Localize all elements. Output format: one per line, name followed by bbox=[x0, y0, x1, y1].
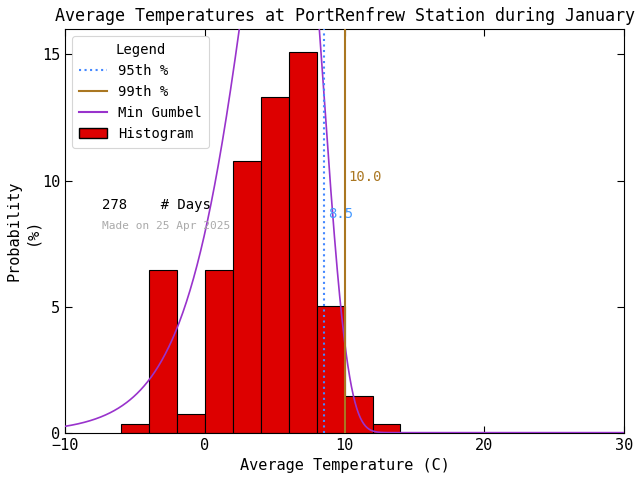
Text: 278    # Days: 278 # Days bbox=[102, 198, 211, 212]
Bar bbox=[260, 97, 289, 432]
Bar bbox=[289, 52, 317, 432]
Bar bbox=[177, 415, 205, 432]
Legend: 95th %, 99th %, Min Gumbel, Histogram: 95th %, 99th %, Min Gumbel, Histogram bbox=[72, 36, 209, 148]
Text: 10.0: 10.0 bbox=[349, 169, 382, 183]
Bar bbox=[121, 423, 149, 432]
Bar bbox=[372, 423, 401, 432]
Bar bbox=[205, 270, 233, 432]
Bar bbox=[344, 396, 372, 432]
Bar bbox=[233, 161, 260, 432]
X-axis label: Average Temperature (C): Average Temperature (C) bbox=[239, 458, 449, 473]
Text: Made on 25 Apr 2025: Made on 25 Apr 2025 bbox=[102, 221, 230, 231]
Text: 8.5: 8.5 bbox=[328, 207, 353, 221]
Bar bbox=[149, 270, 177, 432]
Bar bbox=[317, 306, 344, 432]
Y-axis label: Probability
(%): Probability (%) bbox=[7, 181, 39, 281]
Title: Average Temperatures at PortRenfrew Station during January: Average Temperatures at PortRenfrew Stat… bbox=[54, 7, 635, 25]
